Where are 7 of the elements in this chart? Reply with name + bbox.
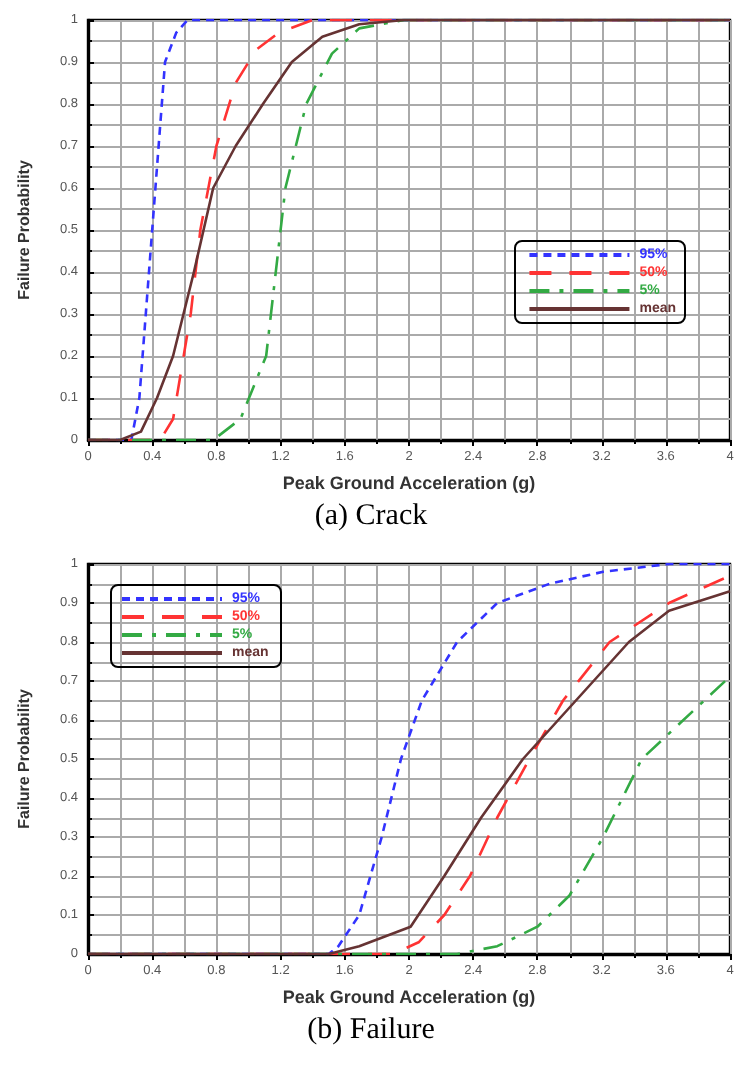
x-axis-title: Peak Ground Acceleration (g) (282, 472, 536, 493)
line-series (86, 18, 732, 442)
x-axis-title: Peak Ground Acceleration (g) (282, 986, 536, 1007)
y-axis-title: Failure Probability (15, 688, 33, 829)
y-axis-title: Failure Probability (15, 159, 33, 300)
text: (a) Crack (312, 500, 430, 534)
text: (b) Failure (305, 1014, 437, 1048)
